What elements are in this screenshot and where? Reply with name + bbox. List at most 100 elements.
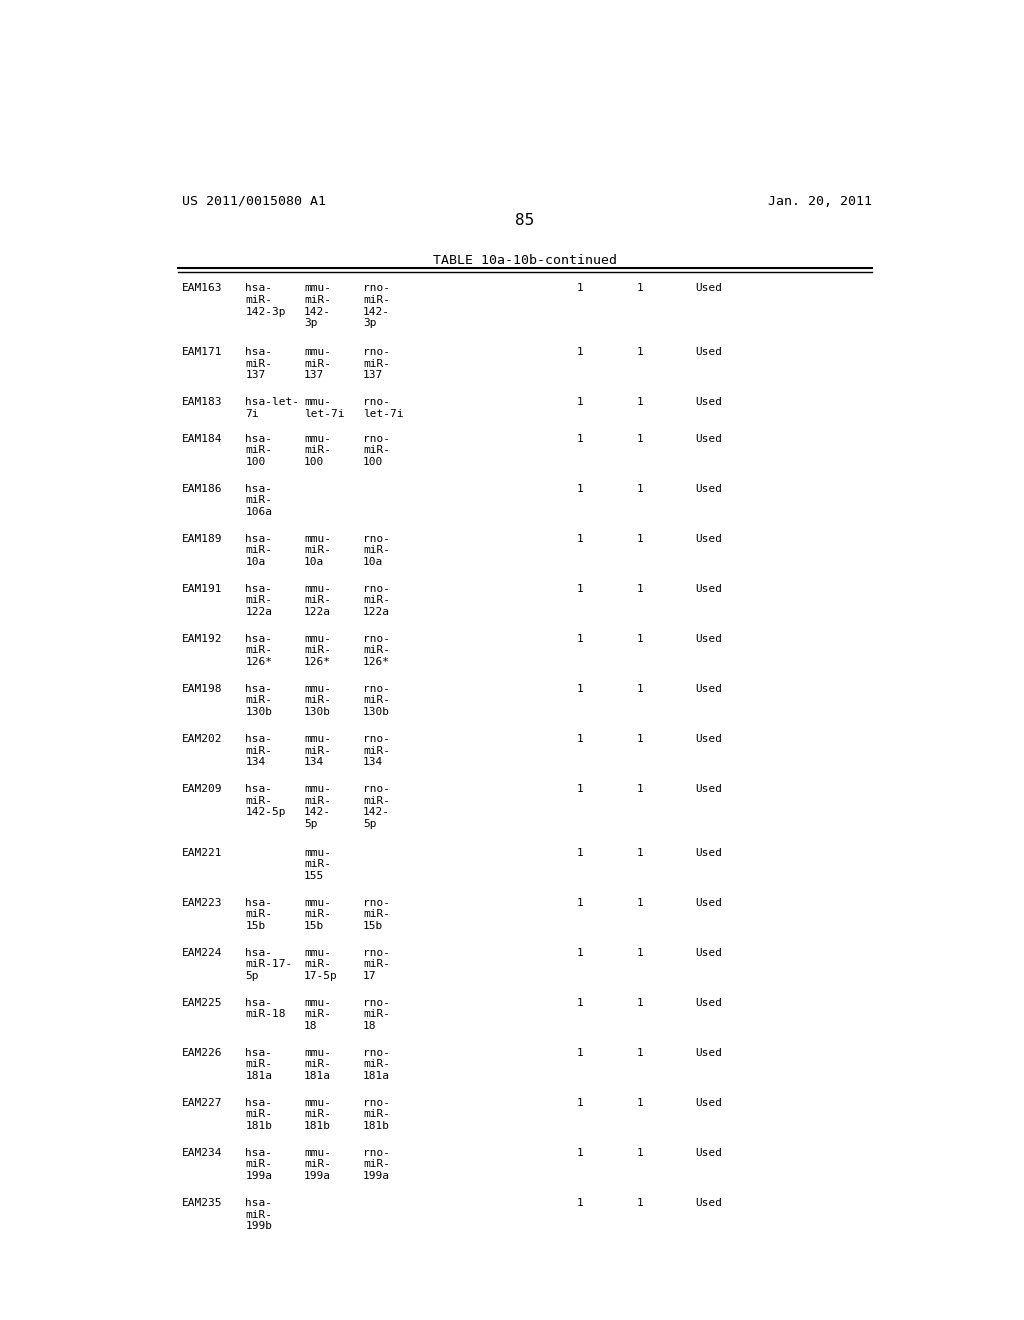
Text: mmu-
miR-
18: mmu- miR- 18	[304, 998, 331, 1031]
Text: EAM171: EAM171	[182, 347, 222, 356]
Text: 1: 1	[637, 998, 643, 1007]
Text: Used: Used	[695, 948, 722, 957]
Text: EAM221: EAM221	[182, 847, 222, 858]
Text: hsa-
miR-17-
5p: hsa- miR-17- 5p	[246, 948, 293, 981]
Text: 1: 1	[577, 1098, 584, 1107]
Text: mmu-
miR-
155: mmu- miR- 155	[304, 847, 331, 880]
Text: EAM189: EAM189	[182, 533, 222, 544]
Text: 1: 1	[577, 1199, 584, 1208]
Text: hsa-
miR-
142-5p: hsa- miR- 142-5p	[246, 784, 286, 817]
Text: hsa-
miR-
10a: hsa- miR- 10a	[246, 533, 272, 566]
Text: mmu-
miR-
137: mmu- miR- 137	[304, 347, 331, 380]
Text: 1: 1	[637, 347, 643, 356]
Text: 1: 1	[577, 734, 584, 744]
Text: 1: 1	[577, 284, 584, 293]
Text: mmu-
miR-
199a: mmu- miR- 199a	[304, 1148, 331, 1181]
Text: hsa-
miR-
181b: hsa- miR- 181b	[246, 1098, 272, 1131]
Text: rno-
miR-
134: rno- miR- 134	[362, 734, 390, 767]
Text: mmu-
miR-
142-
3p: mmu- miR- 142- 3p	[304, 284, 331, 329]
Text: Used: Used	[695, 533, 722, 544]
Text: Used: Used	[695, 1098, 722, 1107]
Text: rno-
miR-
137: rno- miR- 137	[362, 347, 390, 380]
Text: EAM184: EAM184	[182, 433, 222, 444]
Text: mmu-
let-7i: mmu- let-7i	[304, 397, 345, 418]
Text: 1: 1	[577, 433, 584, 444]
Text: hsa-
miR-
181a: hsa- miR- 181a	[246, 1048, 272, 1081]
Text: EAM223: EAM223	[182, 898, 222, 908]
Text: EAM209: EAM209	[182, 784, 222, 795]
Text: 1: 1	[577, 898, 584, 908]
Text: Used: Used	[695, 433, 722, 444]
Text: rno-
let-7i: rno- let-7i	[362, 397, 403, 418]
Text: EAM227: EAM227	[182, 1098, 222, 1107]
Text: 1: 1	[577, 583, 584, 594]
Text: 1: 1	[577, 784, 584, 795]
Text: Used: Used	[695, 284, 722, 293]
Text: EAM163: EAM163	[182, 284, 222, 293]
Text: Jan. 20, 2011: Jan. 20, 2011	[768, 195, 871, 209]
Text: Used: Used	[695, 347, 722, 356]
Text: hsa-
miR-
122a: hsa- miR- 122a	[246, 583, 272, 616]
Text: mmu-
miR-
126*: mmu- miR- 126*	[304, 634, 331, 667]
Text: Used: Used	[695, 1048, 722, 1057]
Text: 1: 1	[577, 397, 584, 407]
Text: hsa-
miR-
106a: hsa- miR- 106a	[246, 483, 272, 517]
Text: EAM183: EAM183	[182, 397, 222, 407]
Text: mmu-
miR-
15b: mmu- miR- 15b	[304, 898, 331, 931]
Text: rno-
miR-
181b: rno- miR- 181b	[362, 1098, 390, 1131]
Text: mmu-
miR-
142-
5p: mmu- miR- 142- 5p	[304, 784, 331, 829]
Text: 1: 1	[637, 898, 643, 908]
Text: 1: 1	[637, 1048, 643, 1057]
Text: rno-
miR-
15b: rno- miR- 15b	[362, 898, 390, 931]
Text: rno-
miR-
10a: rno- miR- 10a	[362, 533, 390, 566]
Text: 1: 1	[637, 634, 643, 644]
Text: Used: Used	[695, 483, 722, 494]
Text: hsa-
miR-
126*: hsa- miR- 126*	[246, 634, 272, 667]
Text: mmu-
miR-
134: mmu- miR- 134	[304, 734, 331, 767]
Text: TABLE 10a-10b-continued: TABLE 10a-10b-continued	[433, 253, 616, 267]
Text: EAM224: EAM224	[182, 948, 222, 957]
Text: hsa-
miR-
15b: hsa- miR- 15b	[246, 898, 272, 931]
Text: hsa-
miR-
130b: hsa- miR- 130b	[246, 684, 272, 717]
Text: Used: Used	[695, 784, 722, 795]
Text: 1: 1	[577, 847, 584, 858]
Text: 1: 1	[577, 634, 584, 644]
Text: hsa-
miR-
134: hsa- miR- 134	[246, 734, 272, 767]
Text: 1: 1	[577, 1148, 584, 1158]
Text: Used: Used	[695, 847, 722, 858]
Text: EAM202: EAM202	[182, 734, 222, 744]
Text: rno-
miR-
126*: rno- miR- 126*	[362, 634, 390, 667]
Text: 1: 1	[577, 948, 584, 957]
Text: rno-
miR-
100: rno- miR- 100	[362, 433, 390, 467]
Text: 85: 85	[515, 214, 535, 228]
Text: EAM186: EAM186	[182, 483, 222, 494]
Text: EAM234: EAM234	[182, 1148, 222, 1158]
Text: rno-
miR-
130b: rno- miR- 130b	[362, 684, 390, 717]
Text: Used: Used	[695, 1199, 722, 1208]
Text: 1: 1	[637, 397, 643, 407]
Text: 1: 1	[637, 784, 643, 795]
Text: rno-
miR-
199a: rno- miR- 199a	[362, 1148, 390, 1181]
Text: Used: Used	[695, 397, 722, 407]
Text: 1: 1	[637, 1098, 643, 1107]
Text: rno-
miR-
122a: rno- miR- 122a	[362, 583, 390, 616]
Text: EAM191: EAM191	[182, 583, 222, 594]
Text: hsa-
miR-
137: hsa- miR- 137	[246, 347, 272, 380]
Text: 1: 1	[637, 284, 643, 293]
Text: 1: 1	[637, 483, 643, 494]
Text: rno-
miR-
142-
5p: rno- miR- 142- 5p	[362, 784, 390, 829]
Text: Used: Used	[695, 1148, 722, 1158]
Text: 1: 1	[637, 847, 643, 858]
Text: 1: 1	[577, 483, 584, 494]
Text: 1: 1	[577, 347, 584, 356]
Text: mmu-
miR-
181b: mmu- miR- 181b	[304, 1098, 331, 1131]
Text: 1: 1	[637, 533, 643, 544]
Text: hsa-
miR-
100: hsa- miR- 100	[246, 433, 272, 467]
Text: EAM225: EAM225	[182, 998, 222, 1007]
Text: hsa-
miR-
199a: hsa- miR- 199a	[246, 1148, 272, 1181]
Text: EAM235: EAM235	[182, 1199, 222, 1208]
Text: Used: Used	[695, 634, 722, 644]
Text: Used: Used	[695, 583, 722, 594]
Text: hsa-let-
7i: hsa-let- 7i	[246, 397, 299, 418]
Text: US 2011/0015080 A1: US 2011/0015080 A1	[182, 195, 326, 209]
